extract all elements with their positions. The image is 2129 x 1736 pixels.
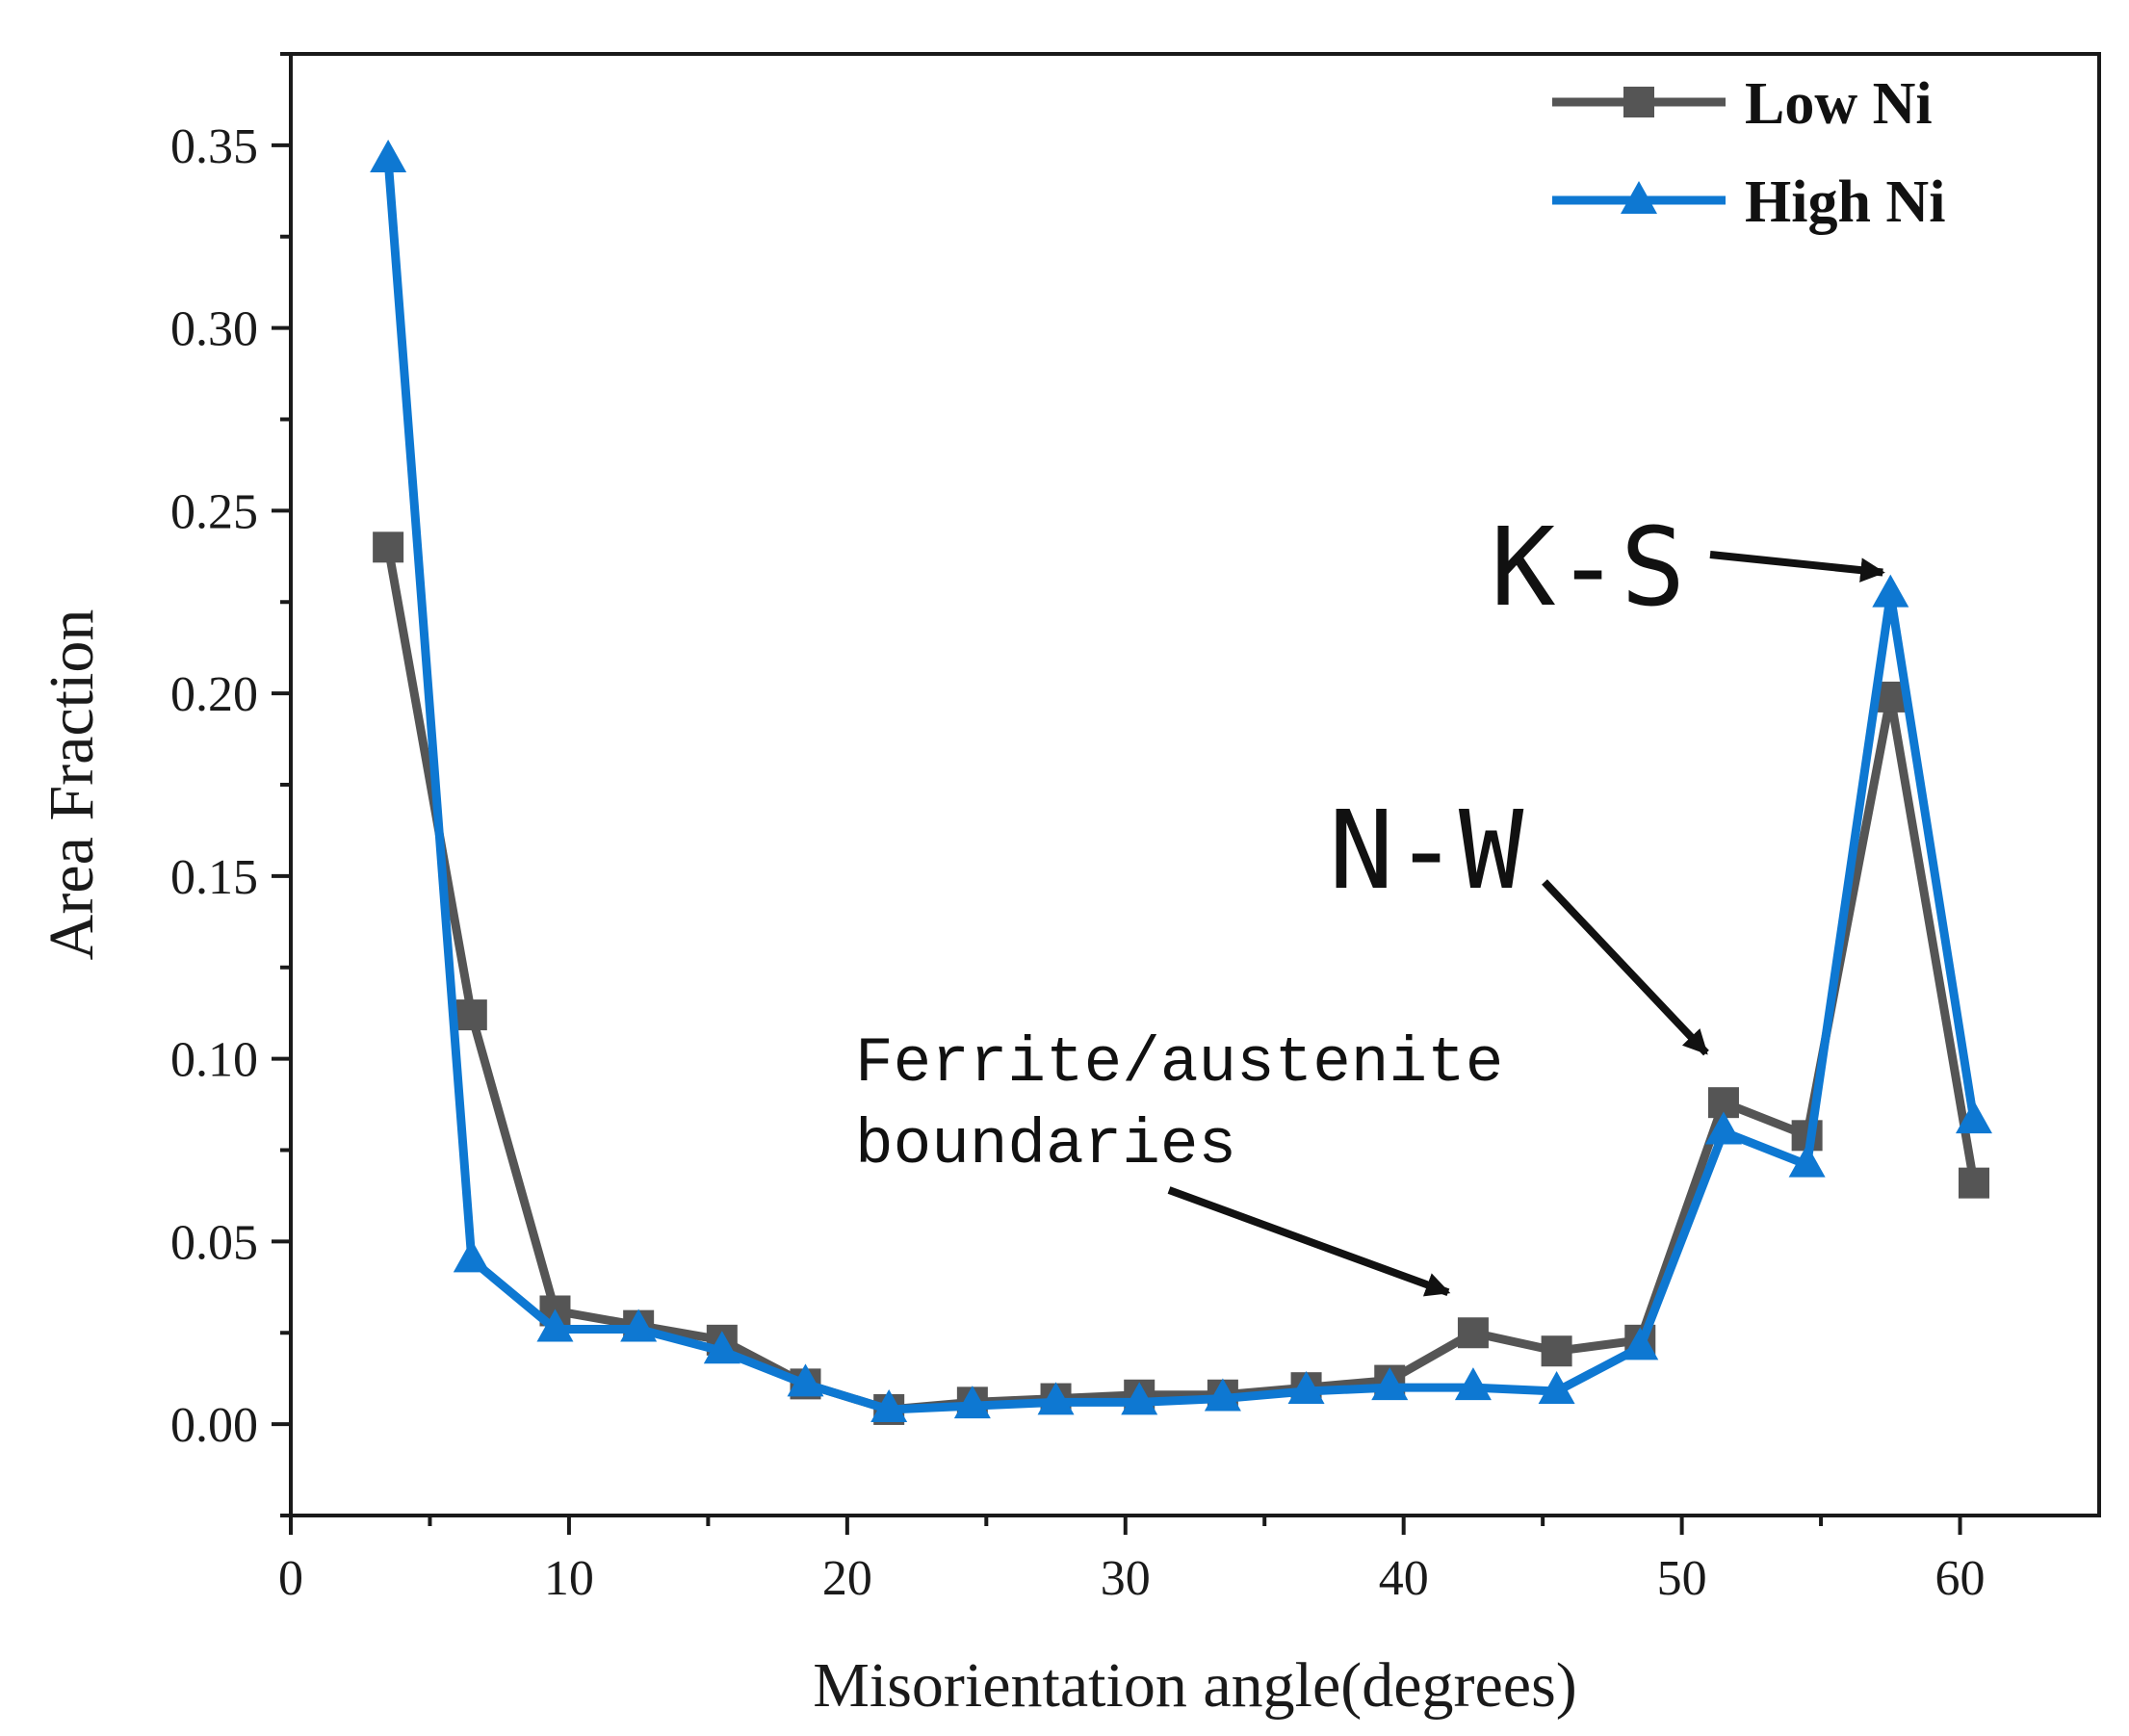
- y-tick-label: 0.20: [170, 667, 258, 722]
- data-point-high-ni: [1704, 1111, 1742, 1145]
- data-point-low-ni: [1958, 1167, 1989, 1199]
- legend-label-high-ni: High Ni: [1745, 169, 1945, 235]
- y-tick-label: 0.10: [170, 1033, 258, 1088]
- data-point-high-ni: [1037, 1382, 1075, 1415]
- legend-marker-low-ni: [1623, 87, 1654, 117]
- data-point-low-ni: [455, 999, 487, 1031]
- y-tick-label: 0.35: [170, 119, 258, 174]
- legend-label-low-ni: Low Ni: [1745, 71, 1933, 137]
- data-point-high-ni: [1622, 1327, 1659, 1360]
- data-point-high-ni: [1371, 1367, 1409, 1401]
- annotation-ferrite-line2: boundaries: [855, 1109, 1236, 1181]
- data-point-high-ni: [620, 1308, 658, 1342]
- x-tick-label: 20: [822, 1551, 872, 1606]
- data-point-high-ni: [1788, 1144, 1826, 1178]
- annotation-ks-arrow: [1709, 551, 1885, 583]
- data-point-high-ni: [1538, 1370, 1575, 1404]
- y-tick-label: 0.05: [170, 1215, 258, 1270]
- x-axis-title: Misorientation angle(degrees): [813, 1650, 1577, 1721]
- data-point-low-ni: [373, 531, 404, 563]
- data-point-high-ni: [1121, 1382, 1158, 1415]
- data-point-high-ni: [1204, 1378, 1241, 1412]
- legend: Low Ni High Ni: [1552, 71, 1945, 235]
- data-point-high-ni: [870, 1388, 908, 1422]
- x-axis-ticks: 0 10 20 30 40 50 60: [278, 1516, 1986, 1606]
- y-axis-title: Area Fraction: [37, 609, 107, 961]
- annotation-ferrite-arrow: [1167, 1186, 1451, 1297]
- data-point-high-ni: [536, 1308, 574, 1342]
- x-tick-label: 50: [1657, 1551, 1707, 1606]
- data-point-high-ni: [787, 1363, 824, 1397]
- y-axis-ticks: 0.00 0.05 0.10 0.15 0.20 0.25 0.30 0.35: [170, 52, 291, 1517]
- annotation-nw-arrow: [1542, 879, 1709, 1056]
- annotation-ferrite-line1: Ferrite/austenite: [855, 1027, 1503, 1100]
- y-tick-label: 0.30: [170, 302, 258, 357]
- data-point-high-ni: [703, 1331, 740, 1364]
- x-tick-label: 60: [1935, 1551, 1986, 1606]
- y-tick-label: 0.25: [170, 484, 258, 539]
- data-point-high-ni: [1287, 1370, 1325, 1404]
- data-point-high-ni: [1955, 1101, 1992, 1134]
- series-line-high-ni: [383, 159, 1979, 1414]
- annotation-layer: Ferrite/austenite boundaries N-W K-S: [855, 505, 1885, 1297]
- legend-marker-high-ni: [1621, 181, 1657, 214]
- y-tick-label: 0.00: [170, 1398, 258, 1453]
- data-point-high-ni: [370, 140, 407, 173]
- x-tick-label: 30: [1101, 1551, 1151, 1606]
- x-tick-label: 40: [1379, 1551, 1429, 1606]
- data-point-high-ni: [1454, 1367, 1492, 1401]
- series-layer: [370, 140, 1992, 1425]
- x-tick-label: 0: [278, 1551, 303, 1606]
- data-point-low-ni: [1541, 1335, 1572, 1367]
- data-point-low-ni: [1457, 1317, 1489, 1349]
- annotation-nw-label: N-W: [1329, 789, 1524, 914]
- y-tick-label: 0.15: [170, 850, 258, 905]
- plot-area: [289, 52, 2101, 1517]
- data-point-high-ni: [453, 1239, 490, 1273]
- annotation-ks-label: K-S: [1491, 505, 1685, 631]
- data-point-high-ni: [953, 1386, 991, 1419]
- x-tick-label: 10: [544, 1551, 594, 1606]
- data-point-high-ni: [1872, 574, 1909, 608]
